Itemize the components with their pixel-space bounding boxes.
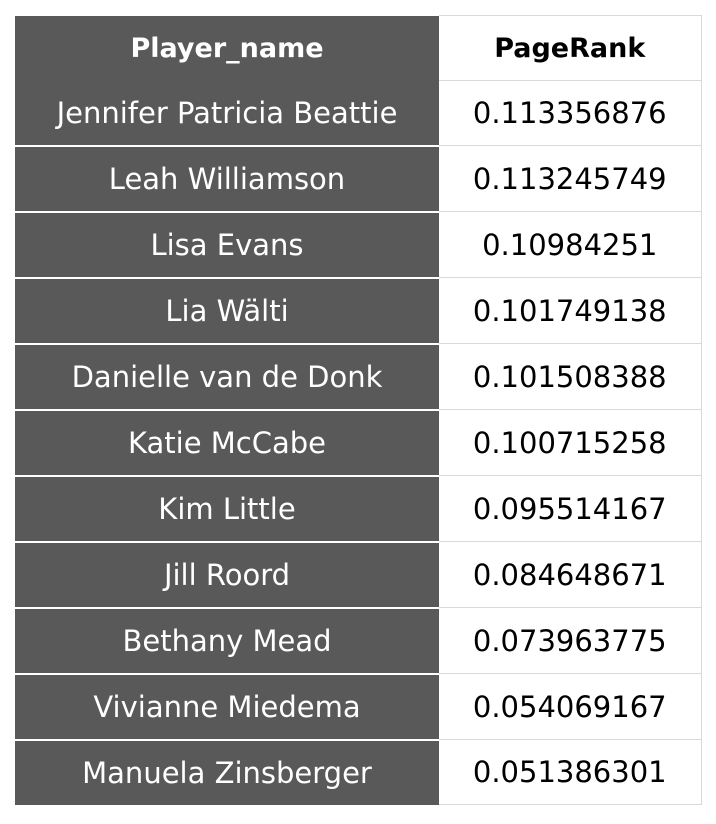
pagerank-value-cell: 0.095514167 bbox=[439, 475, 702, 542]
pagerank-value-cell: 0.054069167 bbox=[439, 673, 702, 740]
pagerank-value-cell: 0.113245749 bbox=[439, 145, 702, 212]
pagerank-value-cell: 0.113356876 bbox=[439, 80, 702, 146]
pagerank-value-cell: 0.084648671 bbox=[439, 541, 702, 608]
pagerank-value-cell: 0.051386301 bbox=[439, 739, 702, 805]
player-name-cell: Jill Roord bbox=[15, 541, 439, 609]
pagerank-value-cell: 0.101749138 bbox=[439, 277, 702, 344]
player-name-cell: Bethany Mead bbox=[15, 607, 439, 675]
player-name-cell: Jennifer Patricia Beattie bbox=[15, 80, 439, 147]
table-row: Leah Williamson 0.113245749 bbox=[15, 145, 702, 213]
table-row: Katie McCabe 0.100715258 bbox=[15, 409, 702, 477]
player-name-cell: Katie McCabe bbox=[15, 409, 439, 477]
player-name-cell: Manuela Zinsberger bbox=[15, 739, 439, 805]
table-row: Danielle van de Donk 0.101508388 bbox=[15, 343, 702, 411]
table-row: Kim Little 0.095514167 bbox=[15, 475, 702, 543]
player-name-cell: Lia Wälti bbox=[15, 277, 439, 345]
table-row: Manuela Zinsberger 0.051386301 bbox=[15, 739, 702, 805]
header-player-name: Player_name bbox=[15, 15, 439, 81]
pagerank-table-container: Player_name PageRank Jennifer Patricia B… bbox=[15, 15, 702, 805]
table-row: Lia Wälti 0.101749138 bbox=[15, 277, 702, 345]
table-row: Vivianne Miedema 0.054069167 bbox=[15, 673, 702, 741]
table-row: Bethany Mead 0.073963775 bbox=[15, 607, 702, 675]
player-name-cell: Kim Little bbox=[15, 475, 439, 543]
table-row: Lisa Evans 0.10984251 bbox=[15, 211, 702, 279]
player-name-cell: Leah Williamson bbox=[15, 145, 439, 213]
player-name-cell: Danielle van de Donk bbox=[15, 343, 439, 411]
header-pagerank: PageRank bbox=[439, 15, 702, 81]
pagerank-table: Player_name PageRank Jennifer Patricia B… bbox=[15, 15, 702, 805]
pagerank-value-cell: 0.101508388 bbox=[439, 343, 702, 410]
player-name-cell: Vivianne Miedema bbox=[15, 673, 439, 741]
pagerank-value-cell: 0.073963775 bbox=[439, 607, 702, 674]
table-row: Jennifer Patricia Beattie 0.113356876 bbox=[15, 80, 702, 147]
table-row: Jill Roord 0.084648671 bbox=[15, 541, 702, 609]
pagerank-value-cell: 0.100715258 bbox=[439, 409, 702, 476]
player-name-cell: Lisa Evans bbox=[15, 211, 439, 279]
pagerank-value-cell: 0.10984251 bbox=[439, 211, 702, 278]
table-header-row: Player_name PageRank bbox=[15, 15, 702, 81]
